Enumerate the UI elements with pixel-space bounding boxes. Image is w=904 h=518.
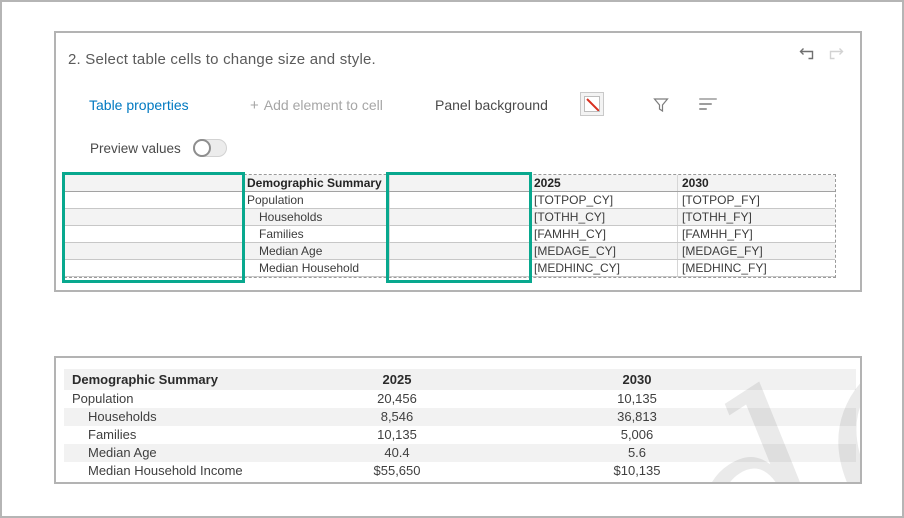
- cell-empty[interactable]: [389, 192, 529, 208]
- preview-value-2025: 40.4: [384, 445, 410, 460]
- preview-header-spacer: [792, 369, 856, 390]
- preview-row: Population 20,456 10,135: [64, 390, 856, 408]
- preview-row: Households 8,546 36,813: [64, 408, 856, 426]
- preview-value-2030: $10,135: [613, 463, 661, 478]
- cell-cy[interactable]: [MEDHINC_CY]: [529, 260, 677, 276]
- toggle-knob: [192, 139, 211, 157]
- step-instruction: 2. Select table cells to change size and…: [68, 51, 376, 68]
- cell-empty[interactable]: [389, 209, 529, 225]
- preview-row: Median Household Income $55,650 $10,135: [64, 462, 856, 480]
- plus-icon: +: [250, 97, 259, 114]
- cell-cy[interactable]: [MEDAGE_CY]: [529, 243, 677, 259]
- preview-value-2025: 20,456: [377, 391, 417, 406]
- no-color-icon: [584, 96, 600, 112]
- table-row: Families [FAMHH_CY] [FAMHH_FY]: [65, 226, 835, 243]
- cell-empty[interactable]: [389, 243, 529, 259]
- undo-icon[interactable]: [798, 45, 816, 63]
- preview-row-label: Households: [88, 409, 157, 424]
- table-row: Households [TOTHH_CY] [TOTHH_FY]: [65, 209, 835, 226]
- editable-table: Demographic Summary 2025 2030 Population…: [62, 172, 836, 283]
- preview-header-2030: 2030: [622, 372, 652, 387]
- add-element-to-cell-button[interactable]: + Add element to cell: [250, 97, 383, 114]
- table-header-row: Demographic Summary 2025 2030: [65, 175, 835, 192]
- panel-background-label: Panel background: [435, 97, 548, 113]
- cell-empty[interactable]: [65, 226, 242, 242]
- preview-header-row: Demographic Summary 2025 2030: [64, 369, 856, 390]
- preview-table: Demographic Summary 2025 2030 Population…: [64, 369, 856, 480]
- table-properties-button[interactable]: Table properties: [89, 97, 189, 113]
- table-row: Population [TOTPOP_CY] [TOTPOP_FY]: [65, 192, 835, 209]
- cell-label[interactable]: Median Age: [242, 243, 389, 259]
- header-cell-2030[interactable]: 2030: [677, 175, 835, 191]
- preview-spacer: [792, 390, 856, 408]
- cell-fy[interactable]: [FAMHH_FY]: [677, 226, 835, 242]
- header-cell-empty-0[interactable]: [65, 175, 242, 191]
- cell-empty[interactable]: [65, 260, 242, 276]
- cell-label[interactable]: Families: [242, 226, 389, 242]
- cell-fy[interactable]: [TOTHH_FY]: [677, 209, 835, 225]
- preview-value-2030: 10,135: [617, 391, 657, 406]
- table-preview-panel: data Demographic Summary 2025 2030 Popul…: [54, 356, 862, 484]
- cell-fy[interactable]: [TOTPOP_FY]: [677, 192, 835, 208]
- table-style-editor-panel: 2. Select table cells to change size and…: [54, 31, 862, 292]
- table-row: Median Household [MEDHINC_CY] [MEDHINC_F…: [65, 260, 835, 277]
- preview-values-toggle[interactable]: [192, 139, 227, 157]
- cell-empty[interactable]: [389, 226, 529, 242]
- header-cell-title[interactable]: Demographic Summary: [242, 175, 389, 191]
- preview-row-label: Median Household Income: [88, 463, 243, 478]
- preview-spacer: [792, 426, 856, 444]
- preview-values-label: Preview values: [90, 140, 181, 156]
- preview-row-label: Population: [72, 391, 134, 406]
- preview-row-label: Families: [88, 427, 137, 442]
- cell-cy[interactable]: [TOTHH_CY]: [529, 209, 677, 225]
- preview-header-2025: 2025: [382, 372, 412, 387]
- preview-row-label: Median Age: [88, 445, 157, 460]
- filter-icon[interactable]: [652, 96, 670, 114]
- preview-value-2025: 8,546: [380, 409, 414, 424]
- sort-lines-icon[interactable]: [699, 98, 717, 113]
- cell-fy[interactable]: [MEDAGE_FY]: [677, 243, 835, 259]
- cell-label[interactable]: Median Household: [242, 260, 389, 276]
- preview-value-2025: 10,135: [377, 427, 417, 442]
- preview-spacer: [792, 462, 856, 480]
- header-cell-2025[interactable]: 2025: [529, 175, 677, 191]
- preview-value-2030: 5,006: [620, 427, 654, 442]
- header-cell-empty-2[interactable]: [389, 175, 529, 191]
- cell-cy[interactable]: [FAMHH_CY]: [529, 226, 677, 242]
- cell-empty[interactable]: [389, 260, 529, 276]
- preview-header-title: Demographic Summary: [72, 372, 218, 387]
- table-row: Median Age [MEDAGE_CY] [MEDAGE_FY]: [65, 243, 835, 260]
- preview-row: Families 10,135 5,006: [64, 426, 856, 444]
- preview-spacer: [792, 444, 856, 462]
- preview-value-2030: 36,813: [617, 409, 657, 424]
- cell-label[interactable]: Households: [242, 209, 389, 225]
- preview-value-2030: 5.6: [627, 445, 647, 460]
- panel-background-color-swatch[interactable]: [580, 92, 604, 116]
- cell-label[interactable]: Population: [242, 192, 389, 208]
- cell-fy[interactable]: [MEDHINC_FY]: [677, 260, 835, 276]
- history-controls: [798, 45, 844, 63]
- preview-value-2025: $55,650: [373, 463, 421, 478]
- preview-spacer: [792, 408, 856, 426]
- add-element-label: Add element to cell: [263, 97, 383, 113]
- cell-empty[interactable]: [65, 209, 242, 225]
- preview-row: Median Age 40.4 5.6: [64, 444, 856, 462]
- cell-empty[interactable]: [65, 192, 242, 208]
- cell-empty[interactable]: [65, 243, 242, 259]
- cell-cy[interactable]: [TOTPOP_CY]: [529, 192, 677, 208]
- preview-values-row: Preview values: [90, 139, 227, 157]
- redo-icon[interactable]: [826, 45, 844, 63]
